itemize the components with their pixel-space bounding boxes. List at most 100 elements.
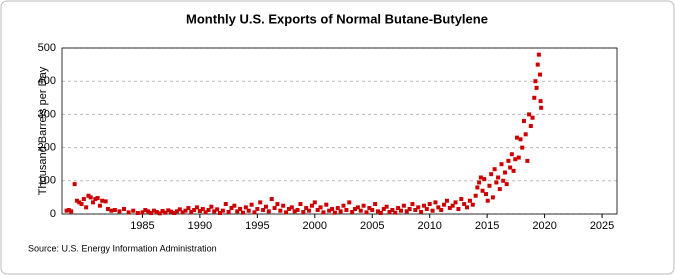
point <box>439 208 444 213</box>
x-tick-label: 2020 <box>532 220 556 232</box>
point <box>266 209 271 214</box>
point <box>527 112 532 117</box>
point <box>81 197 86 202</box>
point <box>378 211 383 216</box>
point <box>258 200 263 205</box>
point <box>487 183 492 188</box>
point <box>143 208 148 213</box>
x-tick-label: 1990 <box>188 220 212 232</box>
point <box>410 202 415 207</box>
point <box>502 170 507 175</box>
point <box>407 207 412 212</box>
point <box>105 207 110 212</box>
point <box>496 175 501 180</box>
point <box>154 210 159 215</box>
point <box>492 167 497 172</box>
point <box>249 202 254 207</box>
point <box>318 205 323 210</box>
point <box>358 208 363 213</box>
point <box>324 202 329 207</box>
point <box>424 207 429 212</box>
plot-area <box>61 47 618 215</box>
point <box>109 208 114 213</box>
point <box>91 200 96 205</box>
point <box>465 205 470 210</box>
point <box>304 206 309 211</box>
point <box>151 208 156 213</box>
point <box>307 208 312 213</box>
point <box>206 208 211 213</box>
point <box>321 210 326 215</box>
point <box>520 145 525 150</box>
y-tick-label: 200 <box>38 142 56 154</box>
point <box>312 200 317 205</box>
point <box>163 210 168 215</box>
x-tick-label: 2015 <box>475 220 499 232</box>
point <box>355 205 360 210</box>
point <box>232 203 237 208</box>
point <box>166 208 171 213</box>
point <box>112 208 117 213</box>
point <box>157 211 162 216</box>
point <box>419 210 424 215</box>
point <box>183 208 188 213</box>
point <box>453 200 458 205</box>
point <box>338 209 343 214</box>
point <box>536 52 541 57</box>
point <box>220 208 225 213</box>
point <box>347 200 352 205</box>
point <box>146 209 151 214</box>
point <box>229 206 234 211</box>
point <box>534 85 539 90</box>
x-tick-label: 2010 <box>417 220 441 232</box>
point <box>450 203 455 208</box>
point <box>269 197 274 202</box>
point <box>484 192 489 197</box>
x-tick-label: 2025 <box>590 220 614 232</box>
point <box>278 208 283 213</box>
point <box>462 202 467 207</box>
point <box>427 202 432 207</box>
point <box>509 152 514 157</box>
point <box>86 193 91 198</box>
point <box>518 137 523 142</box>
point <box>243 205 248 210</box>
point <box>203 210 208 215</box>
point <box>195 205 200 210</box>
point <box>235 209 240 214</box>
point <box>387 210 392 215</box>
point <box>298 202 303 207</box>
point <box>375 209 380 214</box>
point <box>447 206 452 211</box>
point <box>330 207 335 212</box>
point <box>523 132 528 137</box>
point <box>489 172 494 177</box>
point <box>209 204 214 209</box>
point <box>84 205 89 210</box>
point <box>79 202 84 207</box>
point <box>215 207 220 212</box>
point <box>482 177 487 182</box>
x-tick-label: 1985 <box>130 220 154 232</box>
point <box>373 202 378 207</box>
point <box>74 198 79 203</box>
point <box>538 72 543 77</box>
point <box>126 210 131 215</box>
point <box>416 205 421 210</box>
point <box>309 203 314 208</box>
point <box>477 180 482 185</box>
point <box>66 208 71 213</box>
point <box>364 210 369 215</box>
point <box>436 205 441 210</box>
point <box>88 195 93 200</box>
point <box>292 209 297 214</box>
point <box>381 207 386 212</box>
y-tick-label: 500 <box>38 42 56 54</box>
point <box>77 200 82 205</box>
point <box>332 210 337 215</box>
chart-title: Monthly U.S. Exports of Normal Butane-Bu… <box>186 11 488 26</box>
point <box>97 203 102 208</box>
point <box>515 135 520 140</box>
point <box>149 211 154 216</box>
